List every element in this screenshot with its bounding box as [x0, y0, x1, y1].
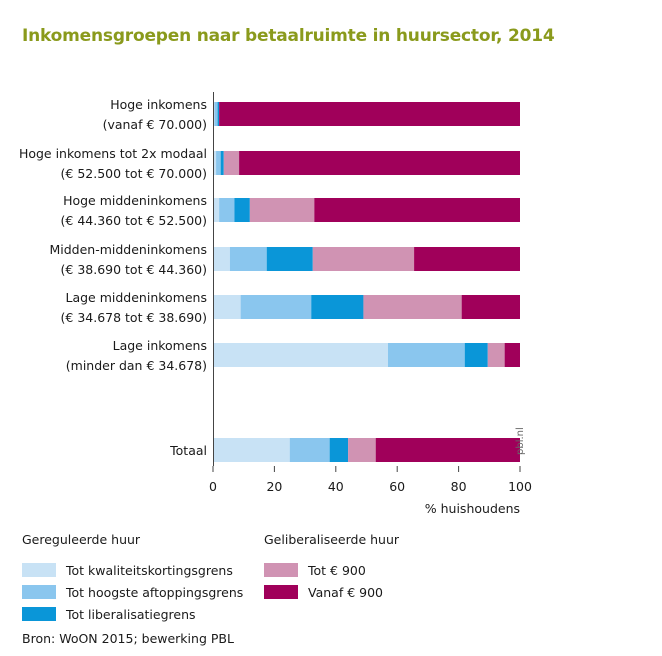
bar-segment — [219, 102, 520, 126]
bar-segment — [219, 198, 235, 222]
bar-segment — [239, 151, 520, 175]
legend-label: Tot € 900 — [308, 562, 366, 578]
category-label: Midden-middeninkomens — [49, 242, 207, 257]
x-tick-label: 60 — [389, 479, 405, 494]
legend-item: Tot hoogste aftoppingsgrens — [22, 581, 243, 603]
bar-segment — [363, 295, 462, 319]
category-label: (€ 44.360 tot € 52.500) — [61, 213, 207, 228]
bar-segment — [348, 438, 376, 462]
legend-group-title: Gereguleerde huur — [22, 532, 141, 547]
x-tick-label: 40 — [328, 479, 344, 494]
x-tick-label: 20 — [266, 479, 282, 494]
x-tick-label: 0 — [209, 479, 217, 494]
legend-label: Vanaf € 900 — [308, 584, 383, 600]
bar-segment — [387, 343, 465, 367]
bar-segment — [220, 151, 224, 175]
x-axis-label: % huishoudens — [425, 501, 520, 516]
category-label: Hoge inkomens — [110, 97, 207, 112]
legend-swatch — [22, 563, 56, 577]
source-note: Bron: WoON 2015; bewerking PBL — [22, 631, 234, 646]
category-label: Hoge middeninkomens — [63, 193, 207, 208]
bar-segment — [213, 151, 217, 175]
bar-segment — [216, 151, 221, 175]
bar-segment — [311, 295, 364, 319]
bar-segment — [314, 198, 520, 222]
bar-segment — [504, 343, 520, 367]
bar-segment — [223, 151, 240, 175]
legend-label: Tot liberalisatiegrens — [66, 606, 196, 622]
category-label: Hoge inkomens tot 2x modaal — [19, 146, 207, 161]
bar-segment — [213, 295, 241, 319]
bar-segment — [213, 198, 220, 222]
bar-segment — [240, 295, 312, 319]
legend-swatch — [264, 563, 298, 577]
bar-segment — [229, 247, 267, 271]
bar-segment — [461, 295, 520, 319]
legend-label: Tot hoogste aftoppingsgrens — [66, 584, 244, 600]
legend-swatch — [264, 585, 298, 599]
bar-segment — [213, 438, 290, 462]
bar-segment — [213, 343, 388, 367]
legend-group-liberalised: Geliberaliseerde huur Tot € 900 Vanaf € 9… — [264, 532, 399, 603]
legend-item: Vanaf € 900 — [264, 581, 399, 603]
bar-segment — [289, 438, 330, 462]
bar-segment — [214, 102, 218, 126]
watermark: pbl.nl — [515, 427, 526, 455]
bar-segment — [249, 198, 315, 222]
category-label: (vanaf € 70.000) — [103, 117, 207, 132]
category-label: (€ 52.500 tot € 70.000) — [61, 166, 207, 181]
legend-item: Tot kwaliteitskortingsgrens — [22, 559, 243, 581]
chart-title: Inkomensgroepen naar betaalruimte in huu… — [22, 26, 555, 46]
category-label: Lage inkomens — [113, 338, 207, 353]
bar-segment — [234, 198, 250, 222]
bar-segment — [329, 438, 349, 462]
category-label: Lage middeninkomens — [66, 290, 208, 305]
x-tick-label: 80 — [451, 479, 467, 494]
bar-segment — [266, 247, 313, 271]
legend-group-title: Geliberaliseerde huur — [264, 532, 400, 547]
legend-label: Tot kwaliteitskortingsgrens — [66, 562, 233, 578]
legend-item: Tot liberalisatiegrens — [22, 603, 243, 625]
bar-segment — [464, 343, 488, 367]
category-label: (€ 38.690 tot € 44.360) — [61, 262, 207, 277]
bar-segment — [312, 247, 415, 271]
bar-segment — [213, 247, 230, 271]
category-label: (€ 34.678 tot € 38.690) — [61, 310, 207, 325]
category-label: (minder dan € 34.678) — [66, 358, 207, 373]
bar-segment — [375, 438, 520, 462]
bar-segment — [487, 343, 505, 367]
legend-item: Tot € 900 — [264, 559, 399, 581]
category-label: Totaal — [169, 443, 207, 458]
bar-segment — [217, 102, 220, 126]
legend-swatch — [22, 607, 56, 621]
bar-segment — [414, 247, 520, 271]
legend-group-regulated: Gereguleerde huur Tot kwaliteitskortings… — [22, 532, 243, 625]
x-tick-label: 100 — [508, 479, 532, 494]
legend-swatch — [22, 585, 56, 599]
